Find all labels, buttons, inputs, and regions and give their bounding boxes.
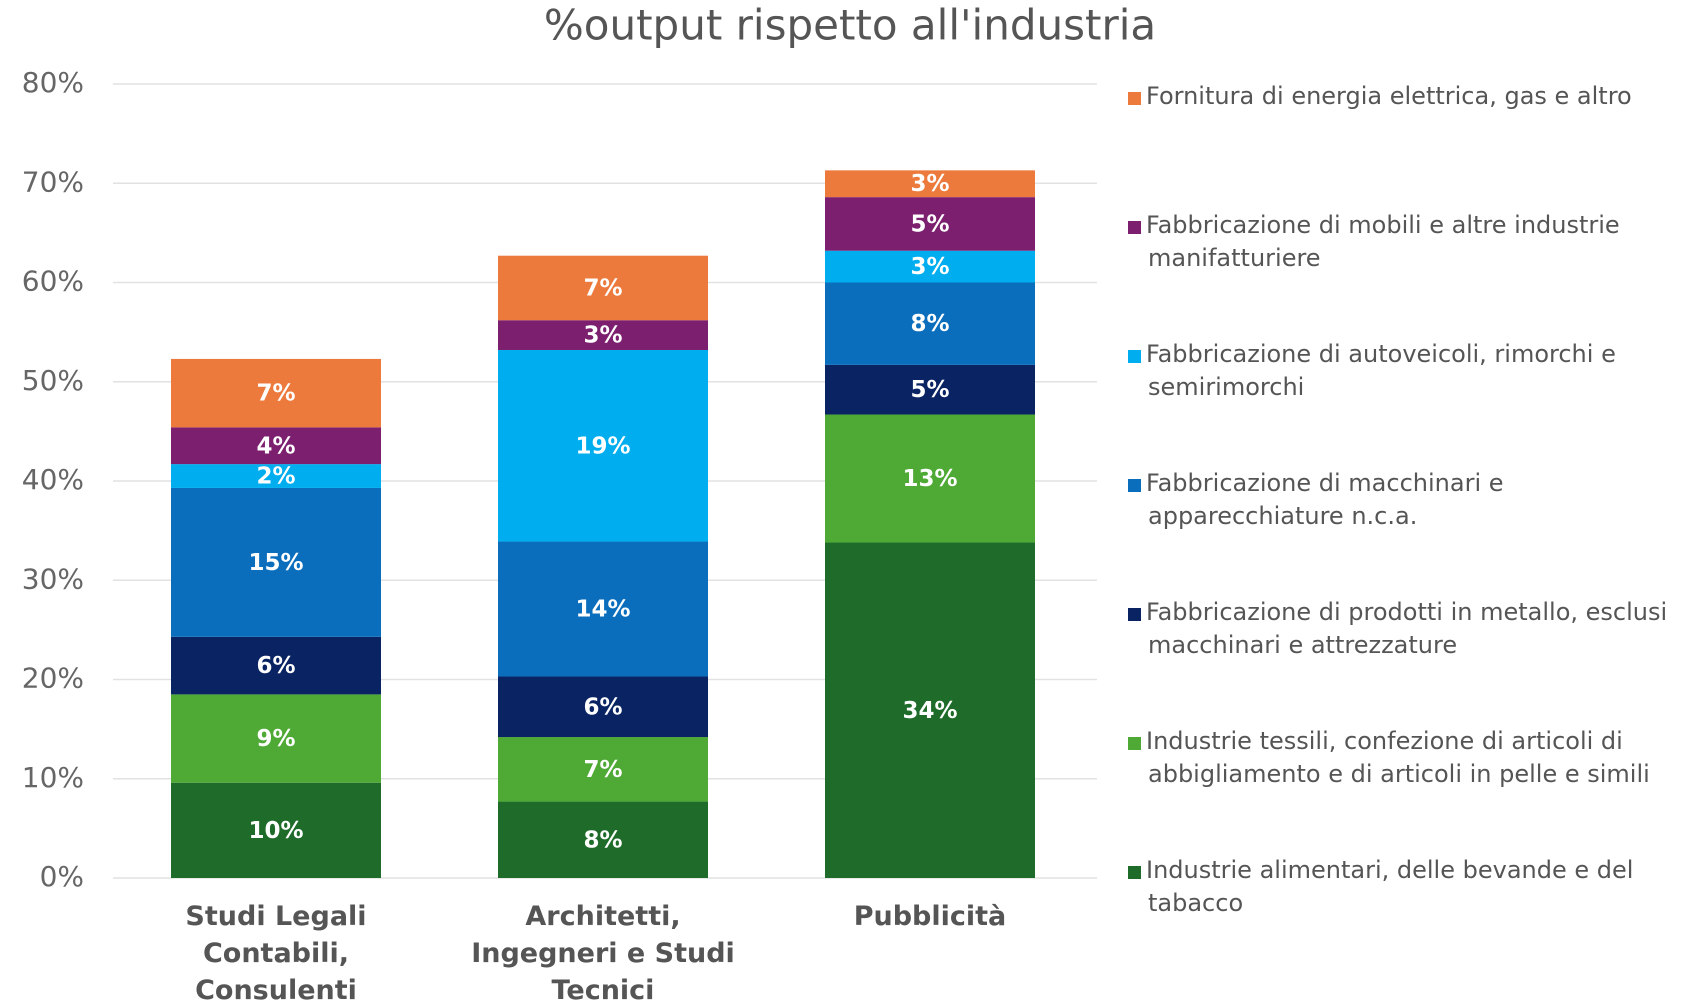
bar-segment <box>171 464 381 488</box>
bar-segment <box>498 801 708 878</box>
legend-swatch <box>1128 479 1141 492</box>
bar-segment <box>825 170 1035 198</box>
y-tick-label: 30% <box>22 562 84 595</box>
data-label: 8% <box>583 827 622 853</box>
bar-segment <box>825 414 1035 543</box>
bar-segment <box>498 676 708 738</box>
legend-label: Fornitura di energia elettrica, gas e al… <box>1146 82 1632 110</box>
data-label: 5% <box>910 211 949 237</box>
data-label: 6% <box>583 694 622 720</box>
data-label: 9% <box>256 726 295 752</box>
bar-segment <box>171 427 381 465</box>
data-label: 4% <box>256 433 295 459</box>
bar-segment <box>498 320 708 350</box>
x-tick-label: Studi Legali Contabili, Consulenti <box>185 901 367 1006</box>
bar-segment <box>825 250 1035 283</box>
data-label: 5% <box>910 377 949 403</box>
chart-title: %output rispetto all'industria <box>544 1 1156 50</box>
bar-segment <box>825 364 1035 415</box>
legend-label: Fabbricazione di macchinari e apparecchi… <box>1146 469 1504 530</box>
y-tick-label: 70% <box>22 165 84 198</box>
y-tick-label: 0% <box>40 860 84 893</box>
legend-label: Fabbricazione di autoveicoli, rimorchi e… <box>1146 340 1616 401</box>
bar-segment <box>171 782 381 878</box>
data-label: 8% <box>910 311 949 337</box>
data-label: 7% <box>256 381 295 407</box>
x-tick-label: Pubblicità <box>853 901 1007 932</box>
y-tick-label: 10% <box>22 761 84 794</box>
x-tick-label: Architetti, Ingegneri e Studi Tecnici <box>471 901 735 1006</box>
data-label: 7% <box>583 757 622 783</box>
bar-segment <box>825 282 1035 365</box>
bar-segment <box>498 349 708 542</box>
bar-segment <box>498 737 708 802</box>
legend-swatch <box>1128 350 1141 363</box>
data-label: 14% <box>575 597 630 623</box>
legend-swatch <box>1128 221 1141 234</box>
bar-segment <box>498 541 708 677</box>
bar-segment <box>171 487 381 637</box>
data-label: 34% <box>902 698 957 724</box>
bar-segment <box>825 197 1035 251</box>
legend-label: Industrie alimentari, delle bevande e de… <box>1146 856 1634 917</box>
y-tick-label: 20% <box>22 662 84 695</box>
data-label: 15% <box>248 550 303 576</box>
bar-segment <box>171 358 381 428</box>
data-label: 3% <box>910 254 949 280</box>
bar-segment <box>498 255 708 321</box>
data-label: 19% <box>575 433 630 459</box>
legend-swatch <box>1128 92 1141 105</box>
legend-label: Industrie tessili, confezione di articol… <box>1146 727 1650 788</box>
legend-label: Fabbricazione di prodotti in metallo, es… <box>1146 598 1668 659</box>
data-label: 3% <box>910 171 949 197</box>
legend-label: Fabbricazione di mobili e altre industri… <box>1146 211 1620 272</box>
y-tick-label: 60% <box>22 265 84 298</box>
data-label: 3% <box>583 323 622 349</box>
data-label: 13% <box>902 466 957 492</box>
data-label: 7% <box>583 275 622 301</box>
legend-swatch <box>1128 737 1141 750</box>
data-label: 2% <box>256 464 295 490</box>
legend-swatch <box>1128 608 1141 621</box>
y-tick-label: 50% <box>22 364 84 397</box>
bar-segment <box>171 694 381 783</box>
bar-segment <box>171 636 381 695</box>
y-tick-label: 80% <box>22 66 84 99</box>
bar-segment <box>825 542 1035 878</box>
data-label: 6% <box>256 653 295 679</box>
legend-swatch <box>1128 866 1141 879</box>
y-tick-label: 40% <box>22 463 84 496</box>
data-label: 10% <box>248 818 303 844</box>
